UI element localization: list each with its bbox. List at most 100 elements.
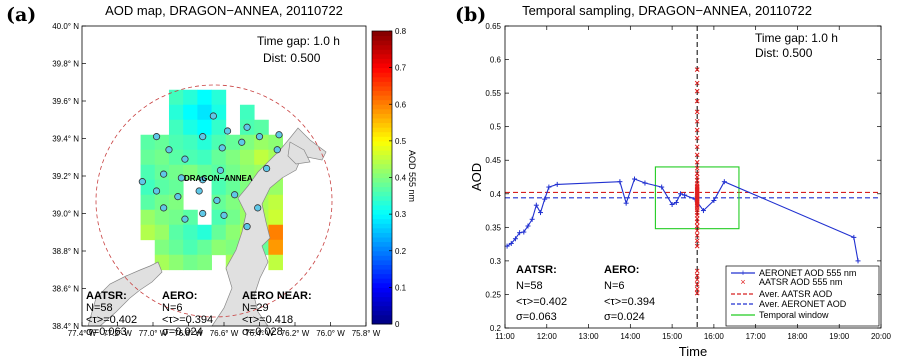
colorbar-segment [372,264,392,270]
colorbar-segment [372,63,392,69]
legend-aatsr: × AATSR AOD 555 nm [740,277,842,287]
aod-cell [168,224,184,241]
colorbar-segment [372,81,392,87]
colorbar-segment [372,200,392,206]
map-stats-aatsr: AATSR: N=58 <τ>=0.402 σ=0.063 [86,290,137,338]
aeronet-station-marker [195,187,203,195]
ts-y-tick-label: 0.55 [485,89,501,98]
ts-x-tick-label: 19:00 [829,332,850,341]
colorbar-segment [372,108,392,114]
aod-cell [154,239,170,256]
aeronet-station-marker [218,144,226,152]
aod-cell [268,209,283,226]
colorbar-segment [372,305,392,311]
aod-cell [183,89,198,106]
aod-cell [225,149,241,166]
stat-n: N=58 [86,302,113,314]
ts-x-tick-label: 20:00 [871,332,892,341]
aeronet-point [659,184,665,190]
aod-cell [268,194,283,211]
aeronet-point [855,258,861,264]
stat-sigma: σ=0.063 [86,326,127,338]
aatsr-point [694,273,700,279]
aeronet-station-marker [243,223,251,231]
legend-temporal-window: Temporal window [731,310,829,320]
aatsr-point [694,277,700,283]
colorbar-segment [372,40,392,46]
marker-b [694,228,700,234]
stat-header: AERO: [604,264,639,276]
stat-sigma: σ=0.028 [242,326,283,338]
legend-avg-aatsr: Aver. AATSR AOD [731,289,833,299]
aeronet-station-marker [262,164,271,173]
aeronet-station-marker [181,215,189,223]
marker-b [694,88,700,94]
map-dist: Dist: 0.500 [263,51,321,65]
stat-header: AERO NEAR: [242,290,312,302]
legend-text: AATSR AOD 555 nm [759,277,842,287]
aeronet-station-marker [152,133,161,141]
aatsr-point [694,238,700,244]
colorbar-segment [372,269,392,275]
colorbar-label: AOD 555 nm [407,150,417,202]
colorbar-tick-label: 0.7 [395,64,407,73]
aeronet-station-marker [220,211,228,219]
aod-cell [140,194,156,211]
aeronet-station-marker [174,193,182,201]
stat-sigma: σ=0.063 [516,311,557,323]
aod-cell [168,149,184,166]
aod-cell [168,239,184,256]
aeronet-station-marker [160,204,168,212]
stat-sigma: σ=0.024 [162,326,203,338]
aod-cell [254,149,269,166]
aeronet-point [529,216,535,222]
ts-plot-area [504,26,881,328]
ts-x-tick-label: 16:00 [704,332,725,341]
aeronet-station-marker [152,187,161,195]
map-x-tick-label: 76.6° W [210,329,239,338]
aeronet-point [508,240,514,246]
time-series-panel: (b) Temporal sampling, DRAGON−ANNEA, 201… [455,3,892,359]
aeronet-station-marker [165,146,173,154]
aeronet-station-marker [160,170,168,178]
aatsr-point [694,286,700,292]
aatsr-point [694,243,700,249]
distance-circle [95,84,333,318]
map-y-tick-label: 39.8° N [52,60,79,69]
map-panel: (a) AOD map, DRAGON−ANNEA, 20110722 DRAG… [6,3,417,338]
colorbar-segment [372,310,392,316]
marker-b [694,282,700,287]
aod-cell [225,164,241,181]
aeronet-point [632,176,638,182]
map-x-tick-label: 75.8° W [352,329,381,338]
colorbar-segment [372,104,392,110]
aeronet-station-marker [199,133,207,141]
aeronet-station-marker [138,178,146,186]
colorbar-segment [372,122,392,128]
aod-cell [197,164,212,181]
ts-dist: Dist: 0.500 [755,46,813,60]
ts-x-tick-label: 13:00 [579,332,600,341]
ts-axes: 11:00 12:00 13:00 14:00 15:00 16:00 17:00 18:00… [485,22,891,341]
aeronet-station-marker [199,209,207,218]
map-x-tick-label: 77.4° W [68,329,97,338]
colorbar-segment [372,287,392,293]
colorbar-tick-label: 0.3 [395,210,407,219]
ts-y-tick-label: 0.35 [485,223,501,232]
colorbar-tick-label: 0.2 [395,247,407,256]
colorbar-segment [372,195,392,201]
ts-y-tick-label: 0.4 [490,190,502,199]
colorbar-segment [372,76,392,82]
ts-frame [504,25,882,329]
map-x-tick-label: 76.4° W [245,329,274,338]
aod-heatmap [140,89,283,271]
legend-box [725,265,880,327]
aod-cell [168,104,184,121]
ts-x-tick-label: 18:00 [787,332,808,341]
colorbar-segment [372,259,392,265]
colorbar-tick-label: 0.1 [395,283,407,292]
aeronet-point [673,200,679,206]
aod-cell [154,209,170,226]
map-x-tick-label: 76.8° W [174,329,203,338]
potomac-river [87,261,163,327]
